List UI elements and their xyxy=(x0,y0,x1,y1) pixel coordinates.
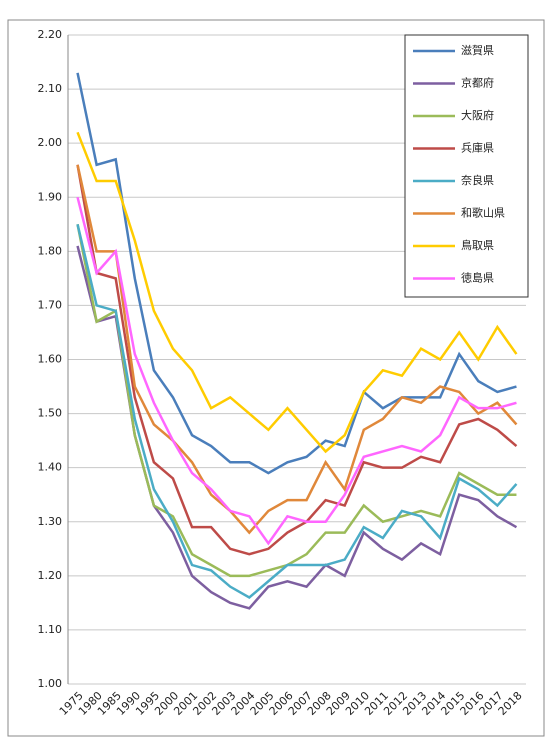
legend-label: 滋賀県 xyxy=(461,44,494,57)
y-tick-label: 2.00 xyxy=(38,136,63,149)
y-tick-label: 1.10 xyxy=(38,623,63,636)
y-tick-label: 1.30 xyxy=(38,515,63,528)
y-tick-label: 1.80 xyxy=(38,244,63,257)
legend-label: 和歌山県 xyxy=(461,206,505,220)
y-tick-label: 1.70 xyxy=(38,298,63,311)
y-tick-label: 2.20 xyxy=(38,28,63,41)
series-line xyxy=(76,131,518,454)
series-line xyxy=(76,224,517,578)
legend-label: 徳島県 xyxy=(461,271,494,285)
series-line xyxy=(76,196,517,546)
series-line xyxy=(76,224,518,599)
series-line xyxy=(76,72,517,475)
legend-box xyxy=(404,34,529,298)
y-tick-label: 1.00 xyxy=(38,677,63,690)
y-tick-label: 1.20 xyxy=(38,569,63,582)
y-tick-label: 1.90 xyxy=(38,190,63,203)
legend-label: 兵庫県 xyxy=(461,141,494,155)
legend-label: 京都府 xyxy=(461,76,494,90)
legend-label: 鳥取県 xyxy=(461,238,494,252)
legend-label: 大阪府 xyxy=(461,108,494,122)
y-tick-label: 1.50 xyxy=(38,407,63,420)
y-tick-label: 1.40 xyxy=(38,461,63,474)
y-tick-label: 1.60 xyxy=(38,353,63,366)
series-line xyxy=(76,164,518,535)
y-tick-label: 2.10 xyxy=(38,82,63,95)
legend-label: 奈良県 xyxy=(461,173,494,187)
series-line xyxy=(76,164,518,556)
